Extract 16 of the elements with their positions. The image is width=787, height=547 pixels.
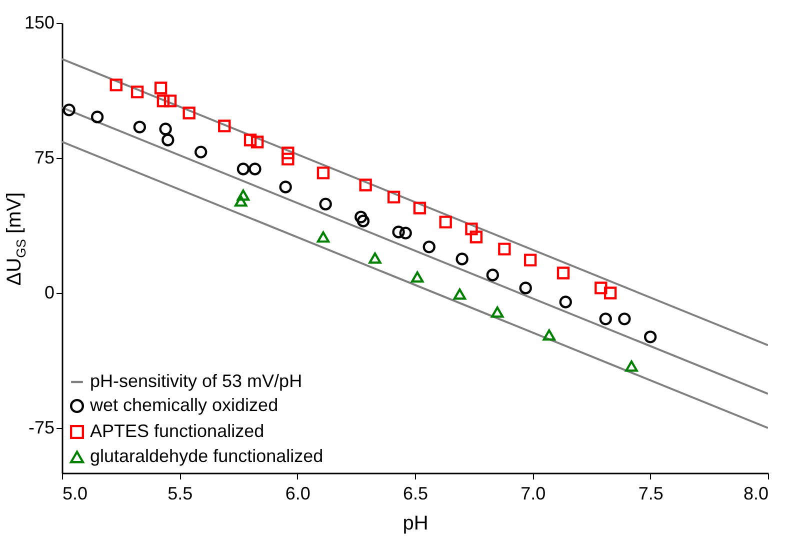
x-tick-label: 7.5: [638, 484, 664, 504]
x-tick-label: 6.5: [402, 484, 428, 504]
legend-label: wet chemically oxidized: [89, 395, 278, 415]
x-tick-label: 5.5: [168, 484, 193, 504]
x-tick-label: 8.0: [743, 484, 768, 504]
y-tick-label: 150: [24, 12, 54, 32]
x-tick-label: 7.0: [520, 484, 546, 504]
legend-label: pH-sensitivity of 53 mV/pH: [90, 371, 302, 391]
y-tick-label: -75: [28, 418, 54, 438]
y-tick-label: 0: [44, 282, 54, 302]
x-tick-label: 5.0: [62, 484, 88, 504]
x-tick-label: 6.0: [285, 484, 310, 504]
legend-label: APTES functionalized: [90, 421, 264, 441]
legend-label: glutaraldehyde functionalized: [90, 446, 324, 466]
y-tick-label: 75: [34, 148, 54, 168]
x-axis-title: pH: [402, 512, 428, 534]
